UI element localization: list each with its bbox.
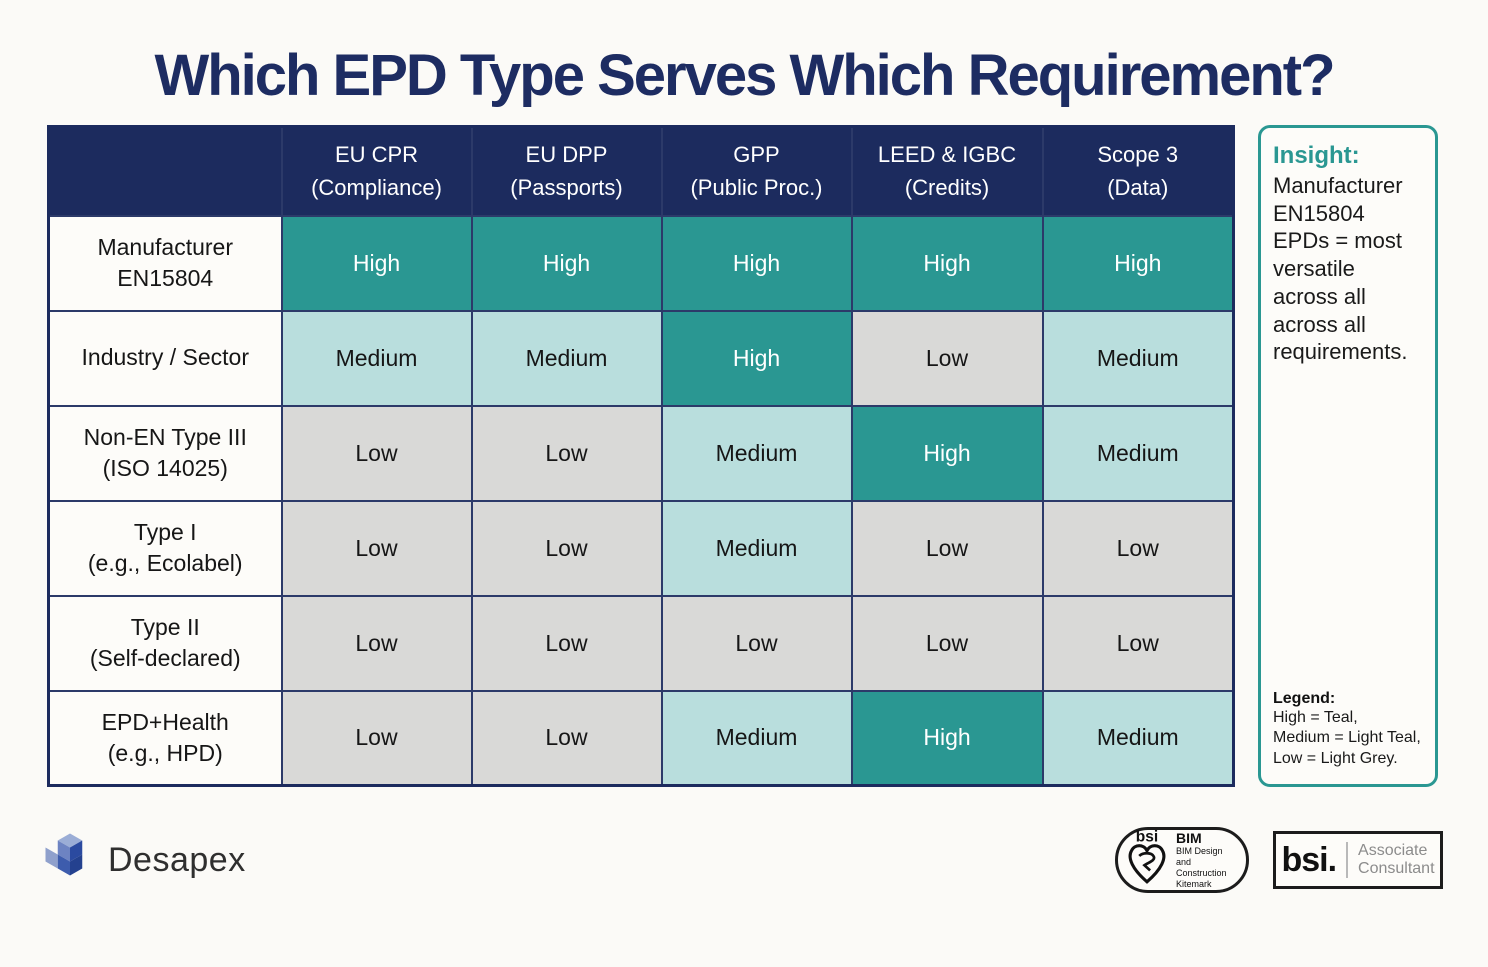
matrix-cell: High [850,214,1044,312]
main-content: EU CPR (Compliance) EU DPP (Passports) G… [0,125,1488,787]
column-header-scope3: Scope 3 (Data) [1041,125,1235,217]
epd-requirement-matrix: EU CPR (Compliance) EU DPP (Passports) G… [47,125,1235,787]
matrix-cell: Low [1041,499,1235,597]
column-header-gpp: GPP (Public Proc.) [660,125,853,217]
insight-heading: Insight: [1273,142,1360,169]
matrix-cell: Low [280,499,473,597]
matrix-cell: High [1041,214,1235,312]
row-label-non-en-type-iii: Non-EN Type III (ISO 14025) [47,404,283,502]
desapex-cube-icon [42,830,98,891]
matrix-cell: Low [1041,594,1235,692]
matrix-cell: Low [280,594,473,692]
column-header-eu-cpr: EU CPR (Compliance) [280,125,473,217]
matrix-cell: High [470,214,663,312]
matrix-cell: Medium [660,689,853,787]
desapex-logo: Desapex [42,830,246,891]
table-row: Industry / Sector Medium Medium High Low… [47,309,1235,407]
matrix-cell: High [850,689,1044,787]
matrix-cell: Medium [1041,309,1235,407]
header-row: EU CPR (Compliance) EU DPP (Passports) G… [47,125,1235,217]
matrix-cell: Low [470,499,663,597]
matrix-cell: Low [850,309,1044,407]
matrix-cell: Low [280,404,473,502]
bsi-consultant-label: Associate Consultant [1358,841,1435,877]
matrix-cell: Low [470,594,663,692]
row-label-type-i: Type I (e.g., Ecolabel) [47,499,283,597]
insight-panel: Insight: Manufacturer EN15804 EPDs = mos… [1258,125,1438,787]
bsi-kitemark-badge: bsi BIM BIM Design and Construction Kite… [1115,827,1249,893]
legend-block: Legend: High = Teal, Medium = Light Teal… [1273,690,1423,770]
matrix-cell: Medium [470,309,663,407]
matrix-cell: Medium [660,404,853,502]
bsi-kitemark-heart-icon: bsi [1122,828,1172,893]
matrix-cell: Low [660,594,853,692]
bsi-associate-consultant-badge: bsi. Associate Consultant [1273,831,1443,889]
corner-cell [47,125,283,217]
matrix-cell: High [660,214,853,312]
matrix-cell: Low [850,499,1044,597]
footer: Desapex bsi BIM BIM Design and Construct… [0,827,1488,893]
legend-heading: Legend: [1273,689,1336,707]
column-header-leed: LEED & IGBC (Credits) [850,125,1044,217]
table-row: Non-EN Type III (ISO 14025) Low Low Medi… [47,404,1235,502]
bsi-kitemark-description: BIM Design and Construction Kitemark [1176,846,1227,889]
bsi-kitemark-text: BIM BIM Design and Construction Kitemark [1176,830,1236,889]
svg-text:bsi: bsi [1136,828,1158,845]
page-title: Which EPD Type Serves Which Requirement? [154,43,1335,108]
matrix-cell: High [850,404,1044,502]
matrix-cell: High [280,214,473,312]
matrix-cell: High [660,309,853,407]
matrix-cell: Low [470,404,663,502]
row-label-industry-sector: Industry / Sector [47,309,283,407]
insight-block: Insight: Manufacturer EN15804 EPDs = mos… [1273,142,1423,366]
bsi-kitemark-program: BIM [1176,830,1202,847]
table-row: Type I (e.g., Ecolabel) Low Low Medium L… [47,499,1235,597]
table-row: Type II (Self-declared) Low Low Low Low … [47,594,1235,692]
matrix-cell: Low [850,594,1044,692]
matrix-cell: Medium [660,499,853,597]
row-label-type-ii: Type II (Self-declared) [47,594,283,692]
table-row: Manufacturer EN15804 High High High High… [47,214,1235,312]
bsi-wordmark: bsi. [1281,840,1337,879]
matrix-cell: Medium [280,309,473,407]
matrix-cell: Medium [1041,689,1235,787]
row-label-epd-health: EPD+Health (e.g., HPD) [47,689,283,787]
column-header-eu-dpp: EU DPP (Passports) [470,125,663,217]
certification-badges: bsi BIM BIM Design and Construction Kite… [1115,827,1443,893]
desapex-wordmark: Desapex [108,840,246,879]
matrix-cell: Low [280,689,473,787]
matrix-cell: Low [470,689,663,787]
row-label-manufacturer-en15804: Manufacturer EN15804 [47,214,283,312]
insight-body: Manufacturer EN15804 EPDs = most versati… [1273,173,1408,365]
legend-body: High = Teal, Medium = Light Teal, Low = … [1273,708,1421,768]
matrix-cell: Medium [1041,404,1235,502]
divider [1346,842,1349,878]
table-row: EPD+Health (e.g., HPD) Low Low Medium Hi… [47,689,1235,787]
